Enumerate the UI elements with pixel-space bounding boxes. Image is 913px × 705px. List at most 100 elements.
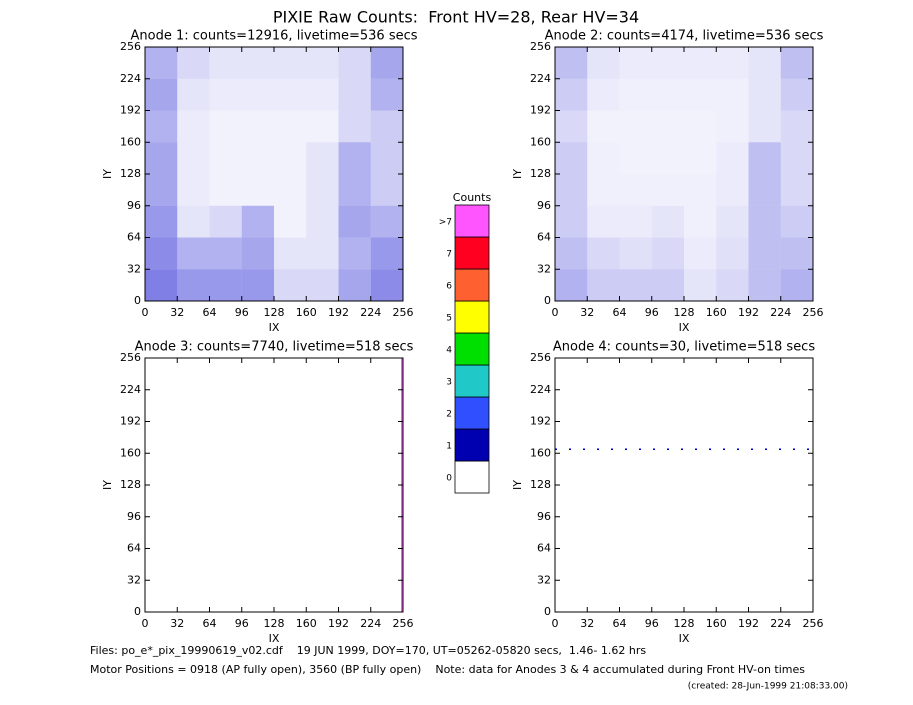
density-cell <box>177 47 210 79</box>
density-cell <box>209 110 242 143</box>
colorbar-segment <box>454 236 490 270</box>
chart-title: PIXIE Raw Counts: Front HV=28, Rear HV=3… <box>273 8 639 27</box>
density-cell <box>338 78 371 111</box>
y-tick-label: 96 <box>537 199 551 212</box>
density-cell <box>587 110 620 143</box>
colorbar-label: 5 <box>446 314 452 324</box>
footer-motor: Motor Positions = 0918 (AP fully open), … <box>90 663 805 676</box>
colorbar-title: Counts <box>453 191 492 204</box>
density-cell <box>555 78 588 111</box>
colorbar-segment <box>454 460 490 494</box>
y-tick-label: 32 <box>127 573 141 586</box>
colorbar-label: 6 <box>446 282 452 292</box>
density-cell <box>684 110 717 143</box>
density-cell <box>145 47 178 79</box>
x-tick-label: 0 <box>142 306 149 319</box>
y-tick-label: 32 <box>127 262 141 275</box>
plot-frame <box>554 357 814 613</box>
density-cell <box>651 78 684 111</box>
x-tick-label: 64 <box>203 306 217 319</box>
density-cell <box>370 142 403 174</box>
y-tick-label: 64 <box>537 231 551 244</box>
x-axis-label: IX <box>269 632 280 645</box>
density-cell <box>338 142 371 174</box>
density-cell <box>651 174 684 206</box>
y-tick-label: 256 <box>530 40 551 53</box>
density-cell <box>748 142 781 174</box>
density-cell <box>716 47 749 79</box>
colorbar-label: 1 <box>446 442 452 452</box>
x-tick-label: 224 <box>360 617 381 630</box>
density-cell <box>306 142 339 174</box>
x-tick-label: 0 <box>142 617 149 630</box>
colorbar-label: 4 <box>446 346 452 356</box>
density-cell <box>338 237 371 270</box>
y-tick-label: 160 <box>530 446 551 459</box>
density-cell <box>619 205 652 238</box>
y-axis-label: IY <box>511 480 524 490</box>
density-cell <box>587 269 620 301</box>
density-cell <box>306 269 339 301</box>
density-cell <box>306 174 339 206</box>
density-cell <box>177 205 210 238</box>
y-tick-label: 128 <box>530 478 551 491</box>
density-cell <box>780 269 813 301</box>
density-cell <box>338 205 371 238</box>
x-tick-label: 32 <box>580 306 594 319</box>
density-cell <box>684 142 717 174</box>
density-cell <box>306 237 339 270</box>
colorbar-segment <box>454 268 490 302</box>
y-axis-label: IY <box>101 169 114 179</box>
density-cell <box>716 237 749 270</box>
y-tick-label: 128 <box>530 167 551 180</box>
density-cell <box>748 78 781 111</box>
density-cell <box>338 110 371 143</box>
density-cell <box>177 174 210 206</box>
colorbar-segment <box>454 396 490 430</box>
x-tick-label: 192 <box>328 617 349 630</box>
y-tick-label: 224 <box>530 72 551 85</box>
density-cell <box>748 110 781 143</box>
colorbar-segment <box>454 300 490 334</box>
density-cell <box>370 47 403 79</box>
x-axis-label: IX <box>269 321 280 334</box>
x-tick-label: 256 <box>803 617 824 630</box>
density-cell <box>780 237 813 270</box>
y-tick-label: 96 <box>127 510 141 523</box>
density-cell <box>145 174 178 206</box>
density-cell <box>338 174 371 206</box>
density-cell <box>651 142 684 174</box>
y-tick-label: 160 <box>120 446 141 459</box>
colorbar-label: 2 <box>446 410 452 420</box>
density-cell <box>209 269 242 301</box>
density-cell <box>370 110 403 143</box>
density-cell <box>716 174 749 206</box>
density-cell <box>209 142 242 174</box>
density-cell <box>274 78 307 111</box>
density-cell <box>555 205 588 238</box>
density-cell <box>780 47 813 79</box>
y-tick-label: 160 <box>530 135 551 148</box>
density-cell <box>651 47 684 79</box>
x-tick-label: 64 <box>203 617 217 630</box>
x-tick-label: 128 <box>264 617 285 630</box>
y-tick-label: 192 <box>530 415 551 428</box>
density-cell <box>306 110 339 143</box>
x-axis-label: IX <box>679 632 690 645</box>
x-tick-label: 192 <box>328 306 349 319</box>
density-cell <box>274 142 307 174</box>
panel-title: Anode 3: counts=7740, livetime=518 secs <box>135 340 414 355</box>
footer-files: Files: po_e*_pix_19990619_v02.cdf 19 JUN… <box>90 644 646 657</box>
colorbar-label: >7 <box>439 218 452 228</box>
density-cell <box>274 205 307 238</box>
panel-title: Anode 4: counts=30, livetime=518 secs <box>553 340 815 355</box>
density-cell <box>555 174 588 206</box>
density-cell <box>780 142 813 174</box>
y-tick-label: 160 <box>120 135 141 148</box>
x-tick-label: 128 <box>674 306 695 319</box>
y-tick-label: 192 <box>530 104 551 117</box>
x-tick-label: 128 <box>674 617 695 630</box>
density-cell <box>684 78 717 111</box>
density-cell <box>145 78 178 111</box>
y-tick-label: 256 <box>120 351 141 364</box>
